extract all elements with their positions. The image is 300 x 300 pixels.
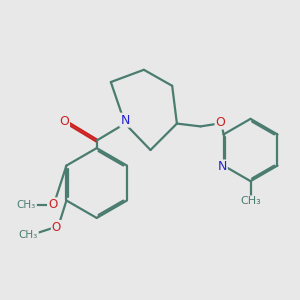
Text: CH₃: CH₃ <box>240 196 261 206</box>
Text: N: N <box>120 114 130 127</box>
Text: O: O <box>59 115 69 128</box>
Text: CH₃: CH₃ <box>17 200 36 210</box>
Text: O: O <box>48 198 57 211</box>
Text: O: O <box>52 221 61 234</box>
Text: N: N <box>218 160 227 173</box>
Text: CH₃: CH₃ <box>19 230 38 240</box>
Text: O: O <box>216 116 225 129</box>
